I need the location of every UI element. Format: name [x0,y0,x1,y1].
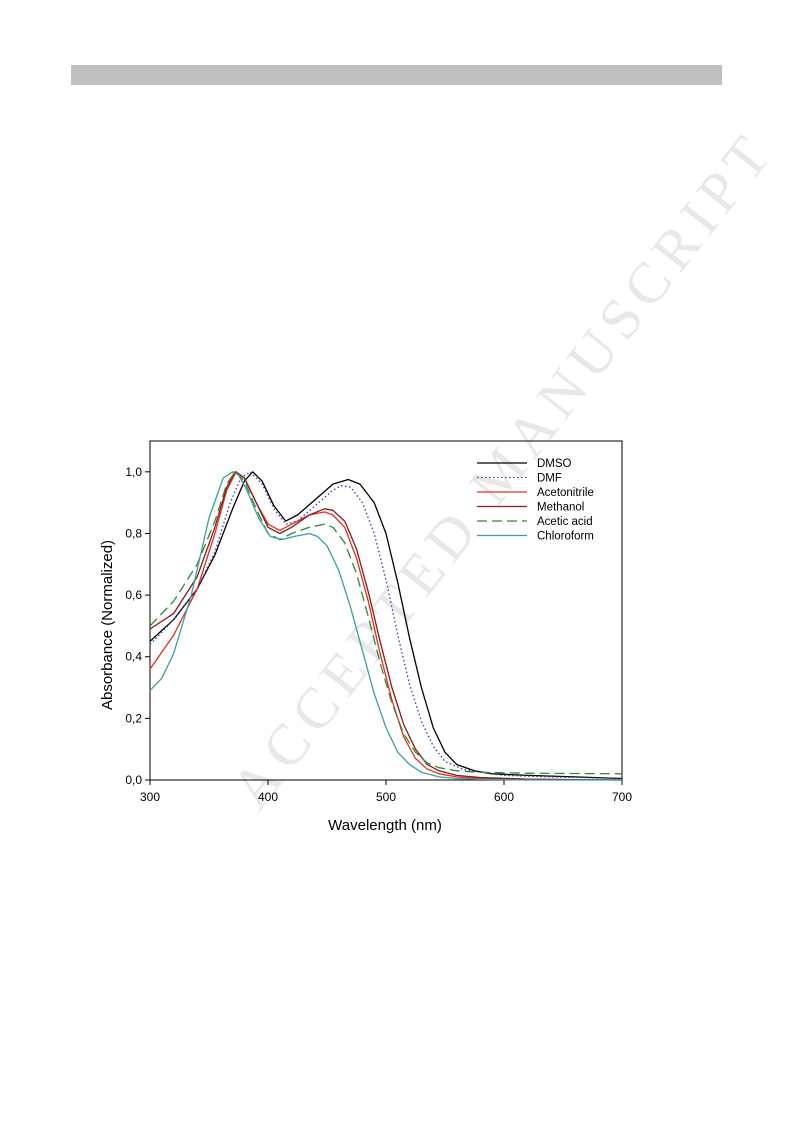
y-axis: 0,0 0,2 0,4 0,6 0,8 1,0 [125,465,150,787]
legend-label: Chloroform [537,531,594,543]
legend: DMSO DMF Acetonitrile Methanol Acetic acid Ch… [477,458,594,543]
series-line-chloroform [149,471,622,781]
series-line-dmso [149,471,623,780]
legend-label: DMSO [537,458,572,470]
series-line-acetic-acid [149,471,623,775]
header-bar [71,65,722,85]
legend-label: Acetonitrile [537,487,594,499]
absorbance-chart-figure: 300 400 500 600 700 0,0 0,2 0,4 0,6 0,8 1,0 DMSO D… [95,430,655,840]
absorbance-chart: 300 400 500 600 700 0,00,20,40,60,81,0 DMSOD… [99,440,632,834]
legend-label: Methanol [537,502,584,514]
y-tick-label: 0,8 [125,526,142,540]
y-tick-label: 1,0 [125,465,142,479]
legend-label: Acetic acid [537,516,593,528]
y-axis-label: Absorbance (Normalized) [99,540,116,710]
series-line-dmf [149,471,623,780]
y-tick-label: 0,0 [125,773,142,787]
x-tick-label: 500 [376,790,396,804]
x-tick-label: 700 [612,790,632,804]
x-tick-label: 600 [494,790,514,804]
series-line-acetonitrile [149,471,623,781]
x-tick-label: 400 [258,790,278,804]
x-tick-label: 300 [140,790,160,804]
y-tick-label: 0,2 [125,711,142,725]
y-tick-label: 0,4 [125,650,142,664]
series-line-methanol [149,471,623,781]
series-lines [149,471,623,781]
x-axis-label: Wavelength (nm) [328,817,442,834]
x-axis: 300 400 500 600 700 [140,780,632,804]
legend-label: DMF [537,473,562,485]
y-tick-label: 0,6 [125,588,142,602]
